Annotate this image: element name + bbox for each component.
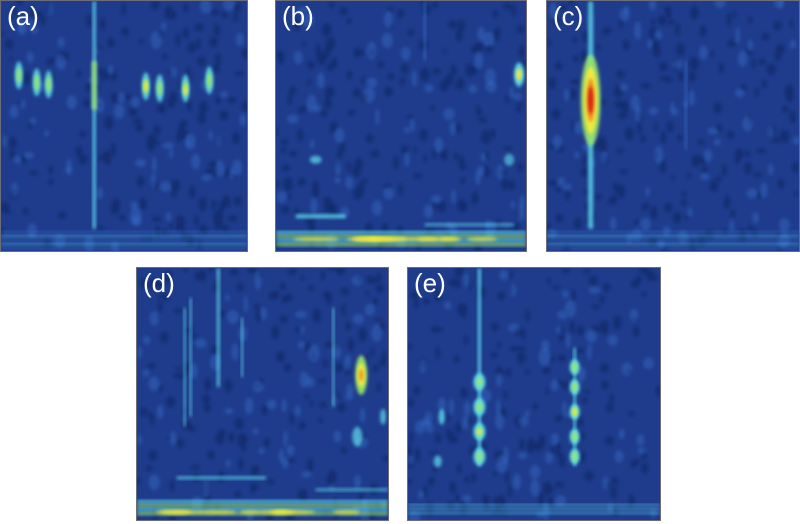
low-frequency-band xyxy=(547,243,799,246)
energy-peak xyxy=(477,428,482,435)
energy-peak-max xyxy=(588,86,594,115)
spectrogram-panel-b: (b) xyxy=(275,0,527,252)
energy-burst-core xyxy=(16,67,22,84)
energy-burst-core xyxy=(157,80,163,97)
low-frequency-band xyxy=(408,508,660,511)
energy-burst-core xyxy=(571,382,578,393)
energy-burst-core xyxy=(34,74,40,91)
energy-burst-core xyxy=(46,76,52,93)
background xyxy=(1,1,247,251)
low-frequency-band xyxy=(137,508,388,512)
low-frequency-hotspot xyxy=(408,237,438,242)
spectrogram-b xyxy=(276,1,526,251)
energy-peak xyxy=(183,85,188,96)
harmonic-band xyxy=(176,476,266,480)
low-frequency-band xyxy=(137,512,388,516)
ridge-line xyxy=(92,1,96,230)
low-frequency-band xyxy=(1,235,247,238)
ridge-line xyxy=(241,317,244,378)
energy-peak xyxy=(516,68,523,81)
ridge-line xyxy=(189,297,192,417)
low-frequency-band xyxy=(276,243,526,247)
low-frequency-band xyxy=(408,512,660,515)
noise-texture xyxy=(408,268,660,520)
ridge-line xyxy=(183,307,186,427)
energy-burst-core xyxy=(206,72,212,89)
energy-burst xyxy=(433,455,442,468)
spectrogram-panel-c: (c) xyxy=(546,0,800,252)
energy-burst-core xyxy=(571,451,578,462)
low-frequency-band xyxy=(1,247,247,250)
low-frequency-hotspot xyxy=(293,237,339,242)
energy-burst-core xyxy=(571,431,578,442)
energy-burst xyxy=(309,155,322,164)
low-frequency-band xyxy=(1,239,247,242)
low-frequency-band xyxy=(408,504,660,507)
ridge-line xyxy=(423,1,426,61)
low-frequency-hotspot xyxy=(160,510,192,515)
panel-label-d: (d) xyxy=(143,268,175,298)
spectrogram-panel-e: (e) xyxy=(407,267,661,521)
low-frequency-band xyxy=(547,247,799,250)
spectrogram-d xyxy=(137,268,388,520)
harmonic-band xyxy=(295,214,346,219)
low-frequency-hotspot xyxy=(354,237,396,242)
low-frequency-band xyxy=(137,504,388,508)
low-frequency-band xyxy=(276,231,526,235)
low-frequency-band xyxy=(276,235,526,239)
spectrogram-a xyxy=(1,1,247,251)
ridge-line xyxy=(216,268,220,388)
energy-burst-core xyxy=(476,451,483,462)
energy-burst-core xyxy=(476,401,483,412)
spectrogram-e xyxy=(408,268,660,520)
harmonic-band xyxy=(424,223,515,227)
energy-peak xyxy=(572,407,577,416)
low-frequency-band xyxy=(1,243,247,246)
energy-burst xyxy=(380,408,387,425)
energy-burst xyxy=(504,153,515,166)
weak-ridge xyxy=(684,60,687,150)
spectrogram-c xyxy=(547,1,799,251)
low-frequency-band xyxy=(547,231,799,234)
panel-label-a: (a) xyxy=(7,1,39,31)
ridge-peak xyxy=(91,60,97,111)
energy-burst-core xyxy=(476,377,483,388)
panel-label-b: (b) xyxy=(282,1,314,31)
low-frequency-band xyxy=(1,231,247,234)
panel-label-c: (c) xyxy=(553,1,584,31)
low-frequency-band xyxy=(137,500,388,504)
low-frequency-hotspot xyxy=(239,510,261,515)
low-frequency-hotspot xyxy=(269,510,316,515)
energy-burst xyxy=(352,426,363,447)
spectrogram-panel-a: (a) xyxy=(0,0,248,252)
energy-peak xyxy=(143,80,148,93)
energy-burst-core xyxy=(571,362,578,373)
spectrogram-panel-d: (d) xyxy=(136,267,389,521)
ridge-line xyxy=(477,268,481,467)
low-frequency-hotspot xyxy=(197,510,237,515)
panel-label-e: (e) xyxy=(414,268,446,298)
low-frequency-band xyxy=(547,235,799,238)
noise-texture xyxy=(547,1,799,251)
low-frequency-hotspot xyxy=(466,237,498,242)
harmonic-band xyxy=(315,488,388,492)
low-frequency-band xyxy=(547,239,799,242)
low-frequency-hotspot xyxy=(333,510,360,515)
energy-peak xyxy=(359,369,364,382)
energy-burst xyxy=(438,408,445,425)
ridge-line xyxy=(332,307,335,407)
noise-texture xyxy=(137,268,388,520)
